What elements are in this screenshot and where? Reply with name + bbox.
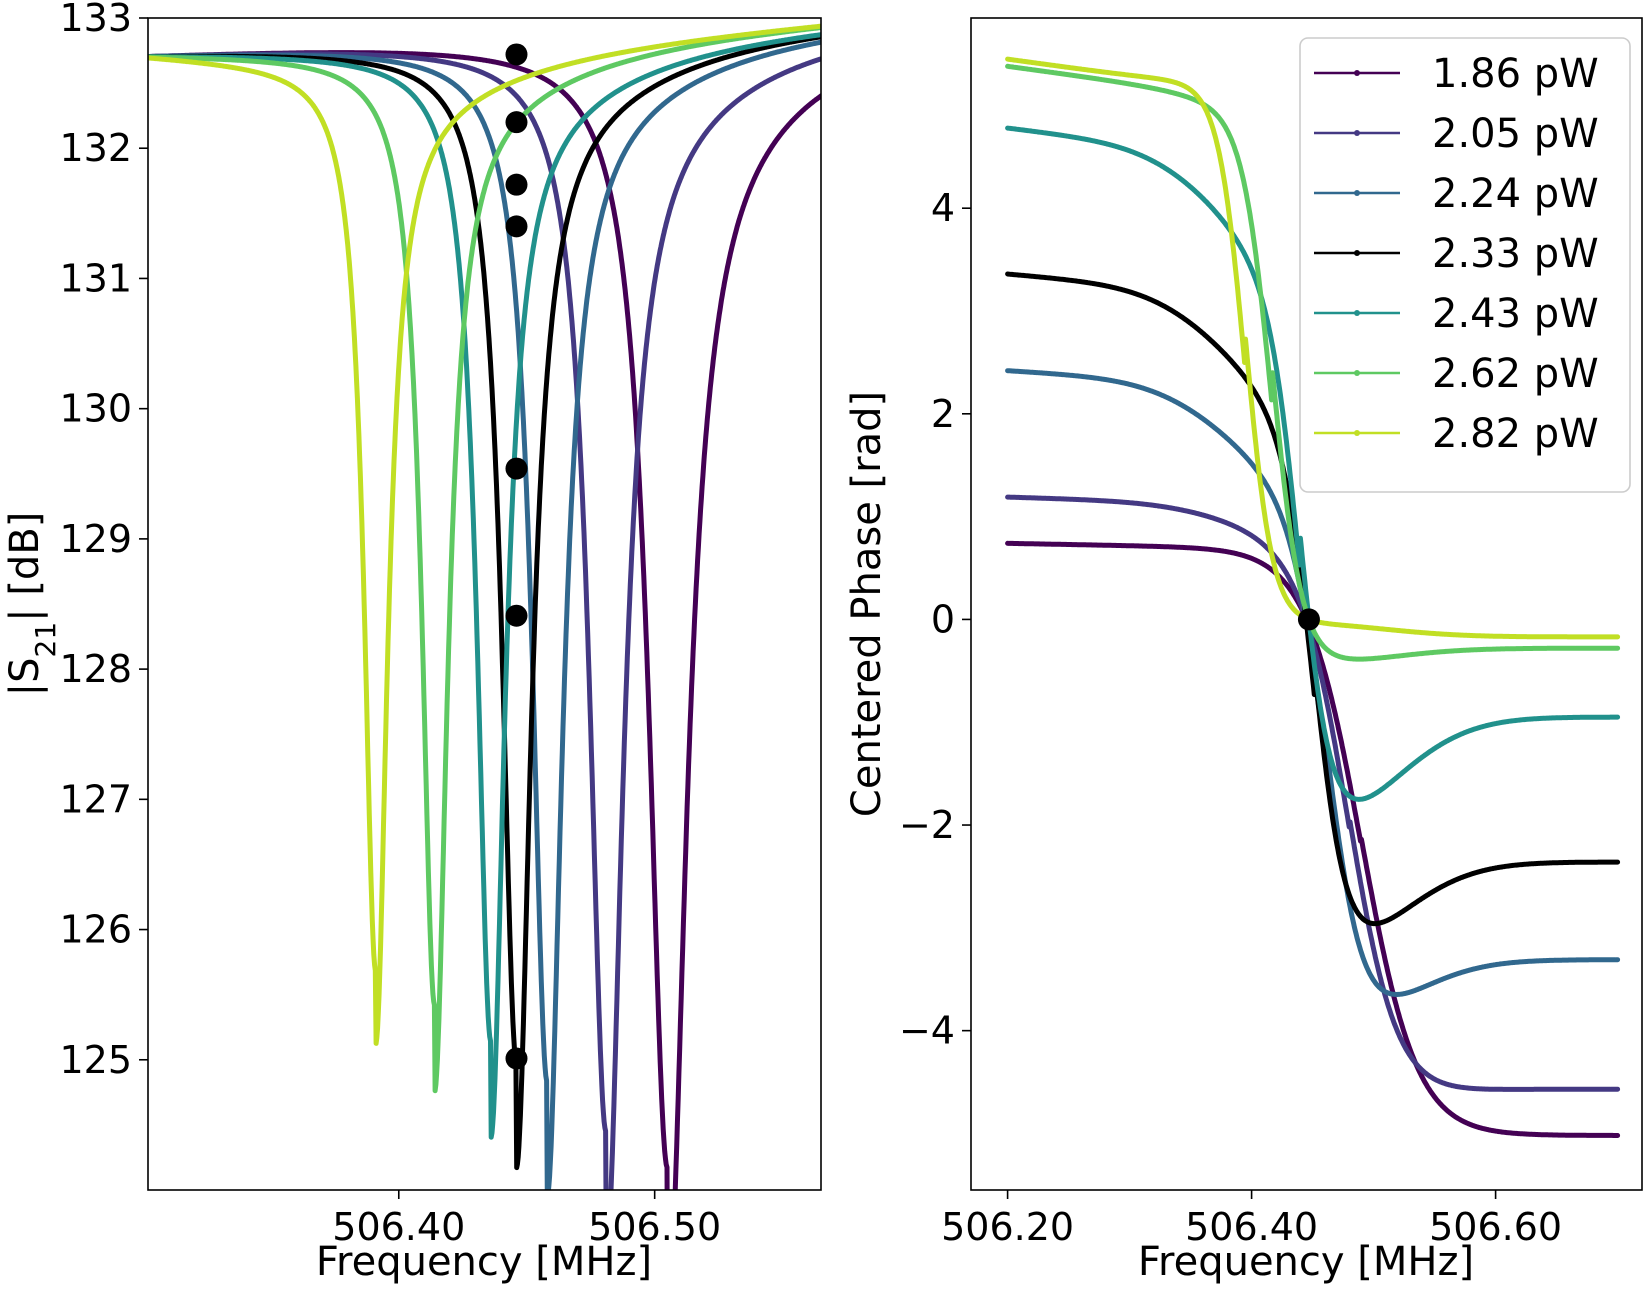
phase-y-tick-label: −4 — [899, 1009, 955, 1053]
magnitude-marker-4 — [505, 215, 528, 238]
phase-y-tick-label: −2 — [899, 803, 955, 847]
magnitude-series-2-62-pw — [148, 25, 821, 1094]
phase-x-tick-label: 506.40 — [1185, 1205, 1318, 1249]
magnitude-y-tick-label: 125 — [59, 1038, 132, 1082]
magnitude-marker-5 — [505, 457, 528, 480]
legend-swatch-dot — [1354, 70, 1360, 76]
magnitude-series-1-86-pw — [148, 50, 821, 1190]
magnitude-y-label-subscript: 21 — [29, 622, 62, 658]
magnitude-y-tick-label: 127 — [59, 777, 132, 821]
magnitude-panel: 506.40 506.50 125 126 127 128 129 130 131 132 133… — [2, 0, 822, 1285]
phase-y-axis-label: Centered Phase [rad] — [844, 391, 890, 817]
legend-swatch-dot — [1354, 370, 1360, 376]
phase-series-2-05-pw — [1005, 494, 1621, 1092]
legend-item-2-24-pw: 2.24 pW — [1314, 171, 1599, 217]
magnitude-markers-group — [505, 43, 528, 1070]
magnitude-marker-2 — [505, 111, 528, 134]
legend-label: 2.05 pW — [1432, 111, 1599, 157]
magnitude-x-ticks: 506.40 506.50 — [332, 1190, 721, 1249]
legend-item-2-33-pw: 2.33 pW — [1314, 231, 1599, 277]
phase-x-axis-label: Frequency [MHz] — [1138, 1239, 1474, 1285]
magnitude-marker-6 — [505, 604, 528, 627]
magnitude-y-label-part2: | [dB] — [2, 512, 48, 622]
magnitude-y-tick-label: 126 — [59, 908, 132, 952]
legend-swatch-dot — [1354, 190, 1360, 196]
magnitude-series-2-33-pw — [148, 34, 821, 1171]
magnitude-y-tick-label: 131 — [59, 256, 132, 300]
legend-swatch-dot — [1354, 310, 1360, 316]
legend-frame — [1299, 37, 1631, 493]
phase-x-tick-label: 506.20 — [941, 1205, 1074, 1249]
legend-label: 1.86 pW — [1432, 51, 1599, 97]
magnitude-x-tick-label: 506.40 — [332, 1205, 465, 1249]
legend-items: 1.86 pW 2.05 pW 2.24 pW 2.33 pW 2.43 pW 2.62 … — [1314, 51, 1599, 457]
magnitude-y-tick-label: 129 — [59, 517, 132, 561]
legend-label: 2.62 pW — [1432, 351, 1599, 397]
phase-y-ticks: −4 −2 0 2 4 — [899, 186, 971, 1053]
magnitude-x-axis-label: Frequency [MHz] — [316, 1239, 652, 1285]
magnitude-y-tick-label: 128 — [59, 647, 132, 691]
legend-label: 2.33 pW — [1432, 231, 1599, 277]
magnitude-series-2-05-pw — [148, 51, 821, 1190]
magnitude-x-tick-label: 506.50 — [588, 1205, 721, 1249]
legend-swatch-dot — [1354, 250, 1360, 256]
legend-label: 2.43 pW — [1432, 291, 1599, 337]
phase-markers-group — [1297, 608, 1320, 631]
magnitude-y-axis-label: |S21| [dB] — [2, 512, 62, 697]
phase-panel: 506.20 506.40 506.60 −4 −2 0 2 4 Frequency [MH… — [844, 17, 1643, 1285]
phase-legend: 1.86 pW 2.05 pW 2.24 pW 2.33 pW 2.43 pW 2.62 … — [1299, 37, 1631, 493]
magnitude-marker-3 — [505, 173, 528, 196]
magnitude-marker-1 — [505, 43, 528, 66]
legend-item-2-82-pw: 2.82 pW — [1314, 411, 1599, 457]
legend-item-1-86-pw: 1.86 pW — [1314, 51, 1599, 97]
magnitude-series-2-43-pw — [148, 32, 821, 1140]
phase-series-2-33-pw — [1005, 271, 1621, 927]
phase-y-tick-label: 0 — [931, 597, 955, 641]
legend-item-2-62-pw: 2.62 pW — [1314, 351, 1599, 397]
magnitude-y-tick-label: 133 — [59, 0, 132, 40]
legend-label: 2.82 pW — [1432, 411, 1599, 457]
legend-label: 2.24 pW — [1432, 171, 1599, 217]
magnitude-axes-frame — [147, 17, 822, 1191]
magnitude-y-ticks: 125 126 127 128 129 130 131 132 133 — [59, 0, 148, 1082]
magnitude-y-label-part1: |S — [2, 658, 48, 697]
phase-axes-frame — [970, 17, 1643, 1191]
phase-series-2-43-pw — [1005, 125, 1621, 802]
phase-x-ticks: 506.20 506.40 506.60 — [941, 1190, 1562, 1249]
legend-swatch-dot — [1354, 430, 1360, 436]
legend-item-2-05-pw: 2.05 pW — [1314, 111, 1599, 157]
phase-x-tick-label: 506.60 — [1429, 1205, 1562, 1249]
phase-y-tick-label: 2 — [931, 392, 955, 436]
magnitude-series-group — [148, 23, 821, 1190]
magnitude-series-2-24-pw — [148, 39, 821, 1190]
magnitude-y-tick-label: 132 — [59, 126, 132, 170]
legend-swatch-dot — [1354, 130, 1360, 136]
magnitude-y-tick-label: 130 — [59, 387, 132, 431]
legend-item-2-43-pw: 2.43 pW — [1314, 291, 1599, 337]
phase-center-marker — [1297, 608, 1320, 631]
magnitude-series-2-82-pw — [148, 23, 821, 1046]
magnitude-marker-7 — [505, 1047, 528, 1070]
phase-y-tick-label: 4 — [931, 186, 955, 230]
